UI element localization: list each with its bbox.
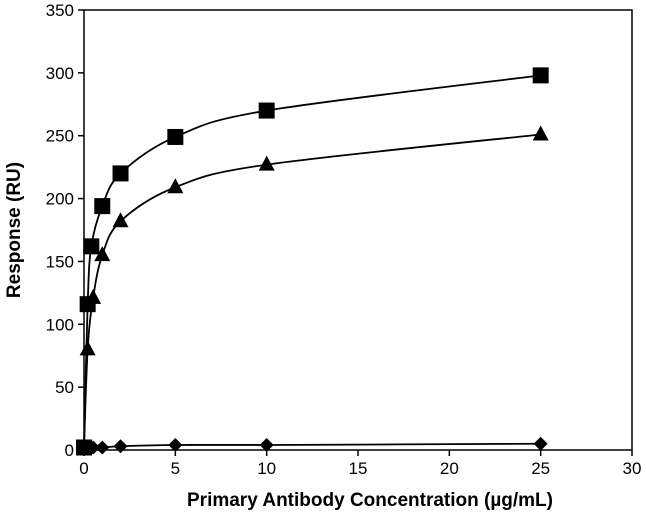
y-axis-title: Response (RU): [4, 162, 25, 298]
data-point-triangle: [258, 155, 275, 171]
data-point-triangle: [112, 212, 129, 228]
y-tick-label: 150: [46, 252, 74, 271]
plot-frame: [83, 9, 633, 451]
data-point-diamond: [259, 437, 274, 452]
series-line: [83, 74, 541, 448]
data-point-triangle: [94, 246, 111, 262]
data-point-square: [94, 198, 111, 215]
y-axis-ticks: 0 50 100 150 200 250 300 350: [46, 1, 84, 460]
y-tick-label: 250: [46, 127, 74, 146]
y-tick-label: 350: [46, 1, 74, 20]
data-point-triangle: [532, 125, 549, 141]
data-point-square: [83, 238, 100, 255]
y-tick-label: 200: [46, 190, 74, 209]
y-tick-label: 0: [65, 441, 74, 460]
x-tick-label: 15: [349, 459, 368, 478]
data-point-diamond: [113, 439, 128, 454]
x-axis-ticks: 0 5 10 15 20 25 30: [79, 450, 641, 478]
y-tick-label: 300: [46, 64, 74, 83]
x-tick-label: 0: [79, 459, 88, 478]
y-tick-label: 50: [55, 378, 74, 397]
series-line: [83, 133, 541, 448]
data-point-square: [258, 102, 275, 119]
series-layer: [76, 67, 549, 456]
data-point-diamond: [95, 440, 110, 455]
data-point-triangle: [79, 340, 96, 356]
x-axis-title: Primary Antibody Concentration (µg/mL): [187, 490, 553, 511]
data-point-square: [112, 165, 129, 182]
data-point-diamond: [168, 437, 183, 452]
series-square: [76, 67, 549, 456]
data-point-diamond: [86, 440, 101, 455]
data-point-diamond: [533, 436, 548, 451]
series-diamond: [77, 436, 548, 456]
x-tick-label: 10: [257, 459, 276, 478]
series-line: [83, 442, 541, 450]
series-triangle: [76, 125, 549, 454]
data-point-triangle: [167, 178, 184, 194]
x-tick-label: 30: [623, 459, 642, 478]
x-tick-label: 20: [440, 459, 459, 478]
data-point-square: [167, 128, 184, 145]
data-point-square: [532, 67, 549, 84]
data-point-triangle: [85, 288, 102, 304]
y-tick-label: 100: [46, 315, 74, 334]
x-tick-label: 5: [171, 459, 180, 478]
x-tick-label: 25: [531, 459, 550, 478]
